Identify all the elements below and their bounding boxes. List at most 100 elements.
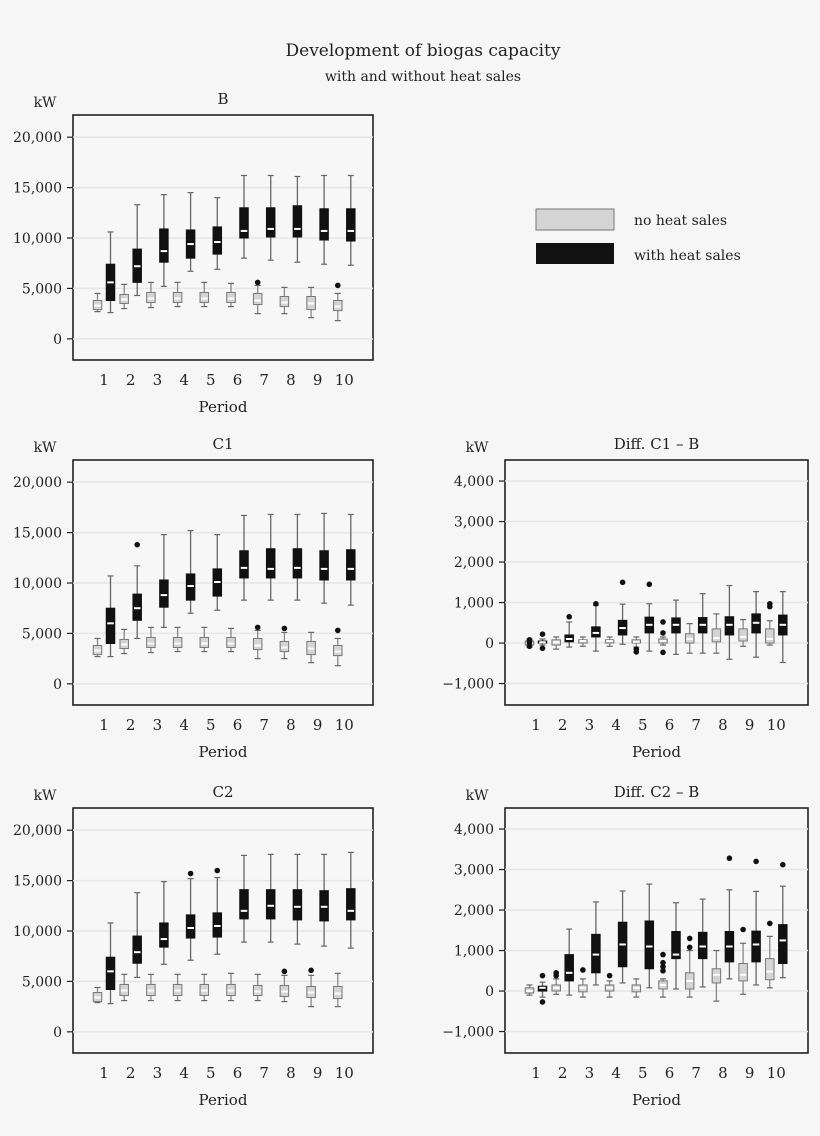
- y-tick-label: 1,000: [454, 944, 494, 960]
- box-iqr: [212, 912, 223, 938]
- x-tick-label: 8: [286, 716, 296, 734]
- box-with-heat: [132, 541, 142, 640]
- x-tick-label: 7: [259, 716, 269, 734]
- box-iqr: [252, 637, 263, 651]
- x-tick-label: 2: [558, 716, 568, 734]
- outlier-point: [539, 972, 546, 979]
- outlier-point: [593, 600, 599, 607]
- box-with-heat: [697, 593, 708, 654]
- y-axis-label: kW: [466, 440, 489, 456]
- box-iqr: [333, 645, 343, 657]
- box-no-heat: [146, 973, 156, 1002]
- box-no-heat: [119, 973, 129, 1002]
- y-tick-label: 15,000: [13, 181, 62, 197]
- box-no-heat: [92, 637, 103, 658]
- box-iqr: [226, 636, 236, 649]
- box-with-heat: [239, 854, 249, 943]
- outlier-point: [606, 972, 613, 979]
- box-iqr: [591, 626, 601, 638]
- y-axis-label: kW: [34, 440, 57, 456]
- box-no-heat: [199, 973, 210, 1002]
- box-iqr: [711, 628, 722, 643]
- box-iqr: [185, 573, 196, 601]
- y-tick-label: 0: [53, 332, 62, 348]
- box-no-heat: [306, 631, 316, 664]
- box-iqr: [146, 636, 156, 649]
- box-iqr: [319, 890, 329, 922]
- box-no-heat: [631, 978, 642, 998]
- box-with-heat: [292, 175, 303, 263]
- box-iqr: [346, 208, 356, 242]
- outlier-point: [281, 968, 288, 975]
- box-iqr: [132, 593, 142, 621]
- y-tick-label: −1,000: [442, 677, 494, 693]
- box-with-heat: [319, 512, 329, 604]
- box-no-heat: [604, 636, 615, 647]
- plot-frame: [504, 459, 809, 706]
- box-iqr: [778, 924, 788, 965]
- box-iqr: [279, 640, 290, 653]
- outlier-point: [660, 963, 666, 970]
- outlier-point: [686, 935, 693, 942]
- box-iqr: [146, 291, 156, 304]
- y-axis-label: kW: [34, 788, 57, 804]
- box-iqr: [697, 931, 708, 960]
- y-tick-label: −1,000: [442, 1025, 494, 1041]
- box-no-heat: [578, 967, 588, 998]
- box-with-heat: [105, 575, 116, 658]
- box-no-heat: [333, 972, 343, 1008]
- box-no-heat: [199, 281, 210, 308]
- outlier-point: [753, 858, 759, 865]
- x-tick-label: 10: [335, 371, 354, 389]
- box-with-heat: [751, 858, 761, 986]
- x-tick-label: 6: [233, 1064, 243, 1082]
- box-iqr: [239, 207, 249, 239]
- outlier-point: [660, 630, 666, 636]
- x-tick-label: 1: [99, 1064, 109, 1082]
- box-iqr: [172, 636, 183, 649]
- box-with-heat: [671, 902, 681, 990]
- box-iqr: [159, 228, 169, 263]
- box-iqr: [239, 550, 249, 579]
- x-axis-label: Period: [199, 1091, 248, 1109]
- x-tick-label: 8: [286, 1064, 296, 1082]
- y-tick-label: 1,000: [454, 596, 494, 612]
- x-axis-label: Period: [199, 743, 248, 761]
- x-axis-label: Period: [199, 398, 248, 416]
- box-with-heat: [617, 579, 628, 645]
- box-iqr: [265, 548, 276, 579]
- box-with-heat: [319, 174, 329, 265]
- y-tick-label: 3,000: [454, 515, 494, 531]
- box-iqr: [564, 954, 574, 982]
- box-no-heat: [306, 967, 316, 1008]
- y-tick-label: 4,000: [454, 474, 494, 490]
- box-iqr: [265, 889, 276, 920]
- outlier-point: [633, 649, 640, 655]
- x-tick-label: 4: [611, 716, 621, 734]
- outlier-point: [526, 637, 533, 643]
- outlier-point: [660, 967, 666, 974]
- box-iqr: [724, 616, 735, 636]
- x-tick-label: 9: [313, 371, 323, 389]
- x-tick-label: 6: [233, 716, 243, 734]
- box-iqr: [185, 914, 196, 939]
- x-tick-label: 5: [206, 1064, 216, 1082]
- box-iqr: [591, 933, 601, 974]
- box-no-heat: [765, 920, 775, 989]
- outlier-point: [580, 967, 586, 973]
- x-tick-label: 1: [99, 371, 109, 389]
- box-iqr: [265, 207, 276, 238]
- legend-swatch-with-heat: [536, 243, 614, 264]
- box-with-heat: [346, 513, 356, 606]
- x-tick-label: 10: [767, 716, 786, 734]
- box-iqr: [765, 958, 775, 981]
- box-no-heat: [146, 626, 156, 654]
- legend: no heat sales with heat sales: [535, 208, 741, 264]
- box-with-heat: [697, 898, 708, 988]
- panel-2: 0 5,000 10,000 15,000 20,000 kW C1 Period 1 2 3 4 5 6…: [13, 435, 374, 761]
- box-with-heat: [185, 529, 196, 614]
- x-tick-label: 2: [558, 1064, 568, 1082]
- box-no-heat: [306, 286, 316, 319]
- box-with-heat: [591, 600, 601, 652]
- y-tick-label: 2,000: [454, 555, 494, 571]
